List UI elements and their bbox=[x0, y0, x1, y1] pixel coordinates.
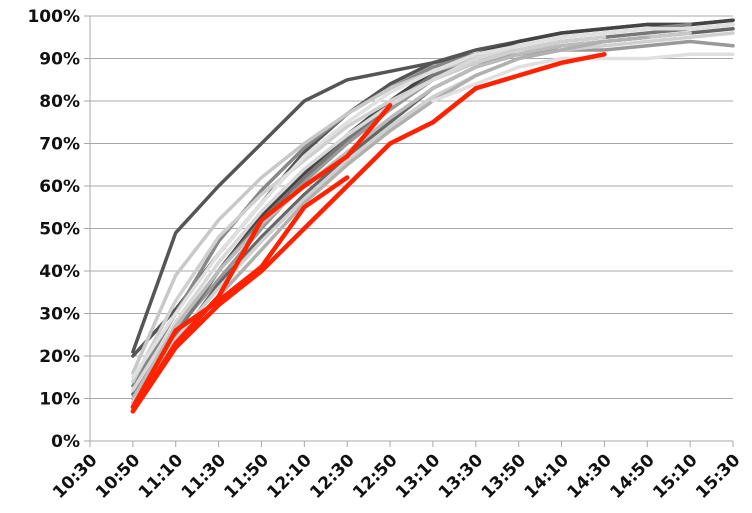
x-tick-label: 14:30 bbox=[564, 450, 617, 503]
x-tick-label: 12:50 bbox=[349, 450, 402, 503]
x-tick-label: 15:10 bbox=[649, 450, 702, 503]
x-tick-label: 13:50 bbox=[478, 450, 531, 503]
series-line bbox=[131, 35, 650, 401]
x-tick-label: 13:10 bbox=[392, 450, 445, 503]
x-tick-label: 11:50 bbox=[221, 450, 274, 503]
y-tick-label: 50% bbox=[39, 220, 80, 240]
y-tick-label: 100% bbox=[27, 7, 80, 27]
y-tick-label: 20% bbox=[39, 347, 80, 367]
series-line bbox=[131, 35, 607, 384]
x-tick-label: 12:10 bbox=[263, 450, 316, 503]
series-lines bbox=[130, 18, 735, 414]
y-axis-tick-labels: 0% 10% 20% 30% 40% 50% 60% 70% 80% 90% 100% bbox=[27, 7, 80, 452]
series-line bbox=[131, 22, 735, 380]
y-tick-label: 60% bbox=[39, 177, 80, 197]
y-tick-label: 80% bbox=[39, 92, 80, 112]
y-tick-label: 70% bbox=[39, 135, 80, 155]
x-tick-label: 11:10 bbox=[135, 450, 188, 503]
x-axis-tick-labels: 10:3010:5011:1011:3011:5012:1012:3012:50… bbox=[49, 450, 745, 503]
y-tick-label: 30% bbox=[39, 305, 80, 325]
x-tick-label: 10:30 bbox=[49, 450, 102, 503]
y-tick-label: 90% bbox=[39, 50, 80, 70]
gridlines bbox=[84, 15, 734, 447]
series-line bbox=[131, 44, 521, 354]
y-tick-label: 40% bbox=[39, 262, 80, 282]
x-tick-label: 14:50 bbox=[606, 450, 659, 503]
series-line bbox=[131, 31, 692, 375]
series-line bbox=[130, 52, 607, 414]
y-tick-label: 10% bbox=[39, 390, 80, 410]
series-line bbox=[130, 103, 393, 414]
x-tick-label: 12:30 bbox=[306, 450, 359, 503]
series-line bbox=[130, 175, 350, 410]
y-tick-label: 0% bbox=[51, 432, 80, 452]
x-tick-label: 11:30 bbox=[178, 450, 231, 503]
x-tick-label: 14:10 bbox=[521, 450, 574, 503]
x-tick-label: 15:30 bbox=[692, 450, 745, 503]
x-tick-label: 10:50 bbox=[92, 450, 145, 503]
x-tick-label: 13:30 bbox=[435, 450, 488, 503]
